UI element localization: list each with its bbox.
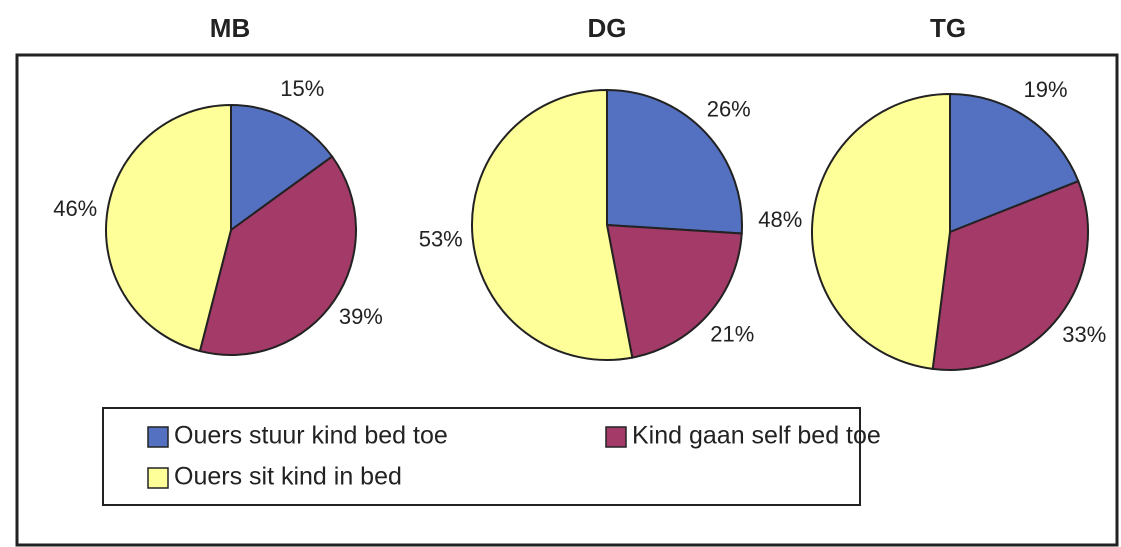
data-label: 19%	[1024, 77, 1068, 102]
data-label: 21%	[710, 321, 754, 346]
legend-box	[102, 407, 861, 506]
pie-slice	[949, 92, 1080, 234]
data-label: 26%	[707, 96, 751, 121]
data-label: 33%	[1062, 322, 1106, 347]
data-label: 39%	[339, 304, 383, 329]
chart-title: MB	[210, 13, 250, 43]
pie-slice	[230, 103, 334, 232]
pie-slice	[811, 92, 951, 371]
legend-swatch	[147, 467, 169, 489]
legend-label: Ouers sit kind in bed	[174, 463, 402, 491]
pie-slice	[198, 155, 357, 356]
pie-slice	[471, 88, 634, 361]
chart-title: DG	[588, 13, 627, 43]
data-label: 48%	[758, 207, 802, 232]
pie-slice	[605, 223, 743, 359]
chart-title: TG	[930, 13, 966, 43]
frame	[15, 53, 1119, 547]
legend-label: Ouers stuur kind bed toe	[174, 422, 448, 450]
pie-slice	[606, 88, 743, 235]
legend-swatch	[147, 426, 169, 448]
data-label: 46%	[53, 196, 97, 221]
data-label: 53%	[419, 227, 463, 252]
data-label: 15%	[280, 76, 324, 101]
pie-slice	[105, 103, 232, 353]
legend-swatch	[605, 426, 627, 448]
legend-label: Kind gaan self bed toe	[632, 422, 881, 450]
pie-slice	[931, 179, 1089, 371]
